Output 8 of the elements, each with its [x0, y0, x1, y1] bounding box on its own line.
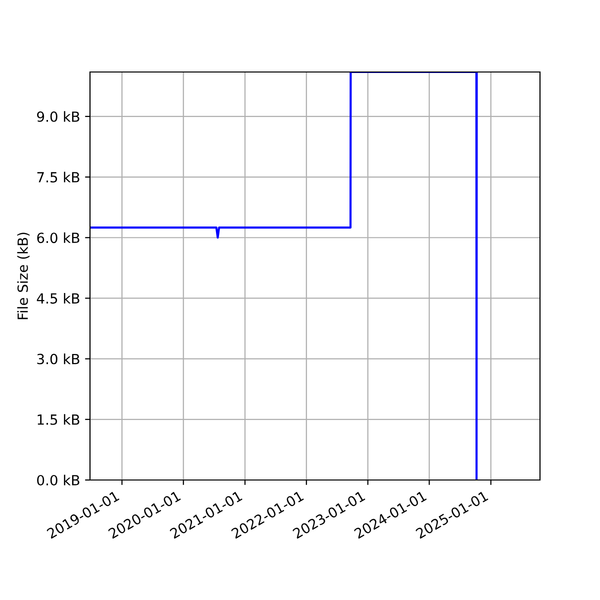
- y-tick-label: 7.5 kB: [37, 172, 80, 183]
- y-tick-label: 6.0 kB: [37, 232, 80, 244]
- y-tick-label: 0.0 kB: [37, 474, 80, 486]
- y-tick-label: 3.0 kB: [37, 354, 80, 364]
- y-tick-label: 9.0 kB: [37, 111, 80, 122]
- y-tick-label: 1.5 kB: [38, 414, 80, 425]
- y-tick-label: 4.5 kB: [36, 292, 80, 304]
- y-axis-title: File Size (kB): [17, 232, 30, 320]
